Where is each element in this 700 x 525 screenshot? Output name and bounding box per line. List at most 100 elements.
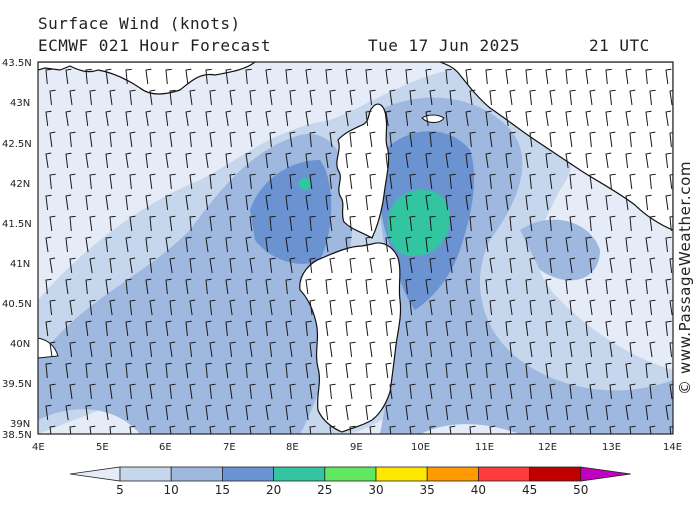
wind-barb [369,383,376,400]
wind-barb [525,236,532,253]
wind-barb [645,404,652,421]
wind-barb [585,152,592,169]
wind-barb [129,89,136,106]
wind-barb [449,89,456,106]
wind-barb [485,68,492,85]
wind-barb [225,194,232,211]
wind-barb [209,215,216,232]
wind-barb [245,404,252,421]
wind-barb [445,236,452,253]
wind-barb [129,425,136,434]
wind-barb [45,278,52,295]
wind-barb [49,425,56,434]
wind-barb [289,257,296,274]
wind-barb [65,194,72,211]
wind-barb [185,110,192,127]
wind-barb [49,89,56,106]
wind-barb [205,404,212,421]
wind-barb [625,278,632,295]
wind-barb [89,383,96,400]
wind-barb [149,89,156,106]
wind-barb [605,236,612,253]
wind-barb [309,383,316,400]
wind-barb [485,362,492,379]
lon-label: 5E [96,442,109,453]
wind-barb [309,299,316,316]
wind-barb [349,299,356,316]
wind-barb [425,194,432,211]
wind-barb [369,257,376,274]
wind-barb [225,404,232,421]
wind-barb [69,425,76,434]
wind-barb [185,320,192,337]
wind-barb [345,404,352,421]
wind-barb [105,278,112,295]
wind-barb [65,278,72,295]
wind-barb [265,404,272,421]
wind-barb [389,173,396,190]
wind-barb [129,341,136,358]
wind-barb [365,110,372,127]
wind-barb [669,258,673,274]
lat-label: 41N [10,259,30,270]
wind-barb [585,194,592,211]
wind-barb [609,215,616,232]
latitude-axis: 43.5N 43N 42.5N 42N 41.5N 41N 40.5N 40N … [2,58,32,441]
wind-barb [529,299,536,316]
wind-barb [369,131,376,148]
wind-barb [469,341,476,358]
wind-barb [569,383,576,400]
wind-barb [645,110,652,127]
wind-barb [649,257,656,274]
wind-barb [329,383,336,400]
wind-barb [605,152,612,169]
wind-barb [325,236,332,253]
wind-barb [569,89,576,106]
wind-barb [189,257,196,274]
wind-barb [105,68,112,85]
wind-barb [329,215,336,232]
wind-barb [325,194,332,211]
legend-label: 40 [471,483,486,497]
wind-barb [129,173,136,190]
wind-barb [529,341,536,358]
wind-barb [269,89,276,106]
wind-barb [205,236,212,253]
wind-barb [249,131,256,148]
lon-label: 6E [159,442,172,453]
wind-barb [605,362,612,379]
wind-barb [69,341,76,358]
lat-label: 40N [10,339,30,350]
wind-barb [565,404,572,421]
wind-barb [269,383,276,400]
wind-barb [45,152,52,169]
wind-barb [405,152,412,169]
wind-barb [569,425,576,434]
wind-barb [185,194,192,211]
wind-barb [405,110,412,127]
wind-barb [285,194,292,211]
wind-barb [345,68,352,85]
wind-barb [649,89,656,106]
wind-barb [445,68,452,85]
wind-barb [389,257,396,274]
wind-barb [209,425,216,434]
wind-barb [425,278,432,295]
wind-barb [365,278,372,295]
wind-barb [425,110,432,127]
wind-barb [369,299,376,316]
wind-barb [189,425,196,434]
wind-barb [565,362,572,379]
wind-barb [189,383,196,400]
wind-barb [285,404,292,421]
wind-barb [669,426,673,434]
wind-band-25-30-small [298,177,311,191]
wind-barb [325,110,332,127]
wind-barb [189,215,196,232]
legend-label: 5 [116,483,124,497]
wind-barb [489,341,496,358]
wind-barb [465,110,472,127]
wind-barb [449,341,456,358]
wind-band-25-30 [387,189,451,256]
wind-barb [545,110,552,127]
